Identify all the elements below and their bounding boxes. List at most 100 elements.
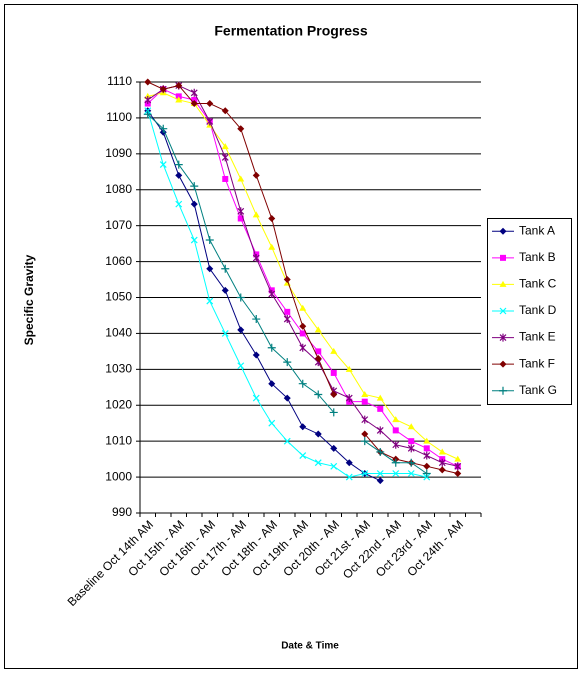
y-tick-label: 1090: [105, 146, 132, 160]
data-point: [407, 458, 416, 467]
data-point: [330, 390, 338, 398]
y-axis-label: Specific Gravity: [22, 254, 36, 345]
data-point: [438, 448, 446, 455]
data-point: [314, 326, 322, 333]
data-point: [454, 462, 462, 471]
data-point: [175, 200, 183, 208]
data-point: [159, 161, 167, 169]
data-point: [283, 276, 291, 284]
data-point: [175, 82, 183, 90]
data-point: [206, 297, 214, 305]
data-point: [315, 348, 322, 355]
data-point: [376, 426, 384, 435]
legend-marker: [499, 333, 507, 342]
data-point: [191, 96, 198, 103]
legend-label: Tank G: [519, 383, 557, 397]
data-point: [391, 458, 400, 467]
data-point: [206, 117, 214, 126]
data-point: [376, 477, 384, 485]
data-point: [345, 459, 353, 467]
data-point: [252, 351, 260, 359]
data-point: [237, 362, 245, 370]
data-point: [299, 423, 307, 431]
data-point: [345, 365, 353, 372]
y-tick-label: 1050: [105, 290, 132, 304]
data-point: [190, 100, 198, 108]
data-point: [376, 447, 385, 456]
data-point: [221, 286, 229, 294]
data-point: [407, 423, 415, 430]
data-point: [221, 143, 229, 150]
data-point: [299, 343, 307, 352]
data-point: [314, 430, 322, 438]
data-point: [268, 289, 276, 298]
data-point: [392, 470, 400, 477]
data-point: [237, 207, 245, 216]
data-point: [298, 379, 307, 388]
y-tick-label: 1100: [106, 110, 132, 124]
data-point: [222, 175, 229, 182]
legend-marker: [499, 360, 507, 368]
data-point: [283, 437, 291, 445]
chart-title: Fermentation Progress: [214, 23, 367, 39]
legend-marker: [500, 254, 506, 261]
data-point: [268, 419, 276, 427]
data-point: [221, 329, 229, 337]
data-point: [268, 214, 276, 222]
data-point: [206, 265, 214, 273]
y-tick-label: 1020: [105, 397, 132, 411]
data-point: [377, 405, 384, 412]
y-tick-label: 1070: [105, 218, 132, 232]
data-point: [143, 110, 152, 119]
legend-marker: [499, 307, 507, 315]
data-point: [268, 243, 276, 250]
data-point: [423, 437, 431, 444]
legend-label: Tank A: [519, 223, 555, 237]
data-point: [206, 100, 214, 108]
data-point: [144, 78, 152, 86]
data-point: [190, 236, 198, 244]
data-point: [376, 470, 384, 477]
data-point: [345, 473, 353, 481]
data-point: [267, 343, 276, 352]
data-point: [252, 315, 261, 324]
data-point: [314, 355, 322, 363]
data-point: [237, 215, 244, 222]
legend-marker: [499, 227, 507, 235]
y-tick-label: 1110: [107, 74, 132, 88]
data-point: [454, 469, 462, 477]
data-point: [423, 445, 430, 452]
data-point: [454, 455, 462, 462]
data-point: [236, 293, 245, 302]
data-point: [408, 438, 415, 445]
data-point: [299, 452, 307, 459]
data-point: [252, 253, 260, 262]
chart-border: [4, 4, 578, 669]
y-tick-label: 1040: [105, 326, 132, 340]
y-tick-label: 1030: [105, 362, 132, 376]
data-point: [252, 394, 260, 402]
data-point: [361, 390, 369, 397]
y-tick-label: 1000: [105, 469, 132, 483]
data-point: [174, 160, 183, 169]
data-point: [221, 264, 230, 273]
data-point: [299, 304, 307, 311]
data-point: [314, 459, 322, 467]
data-point: [283, 394, 291, 402]
y-tick-label: 1010: [105, 433, 132, 447]
data-point: [284, 308, 291, 315]
data-point: [438, 458, 446, 467]
data-point: [159, 124, 168, 133]
data-point: [392, 440, 400, 449]
data-point: [392, 427, 399, 434]
data-point: [360, 437, 369, 446]
data-point: [190, 88, 198, 97]
data-point: [330, 462, 338, 470]
data-point: [407, 444, 415, 453]
data-point: [376, 394, 384, 401]
y-tick-label: 990: [112, 505, 132, 519]
legend-label: Tank F: [519, 356, 555, 370]
data-point: [159, 85, 167, 93]
data-point: [283, 315, 291, 324]
